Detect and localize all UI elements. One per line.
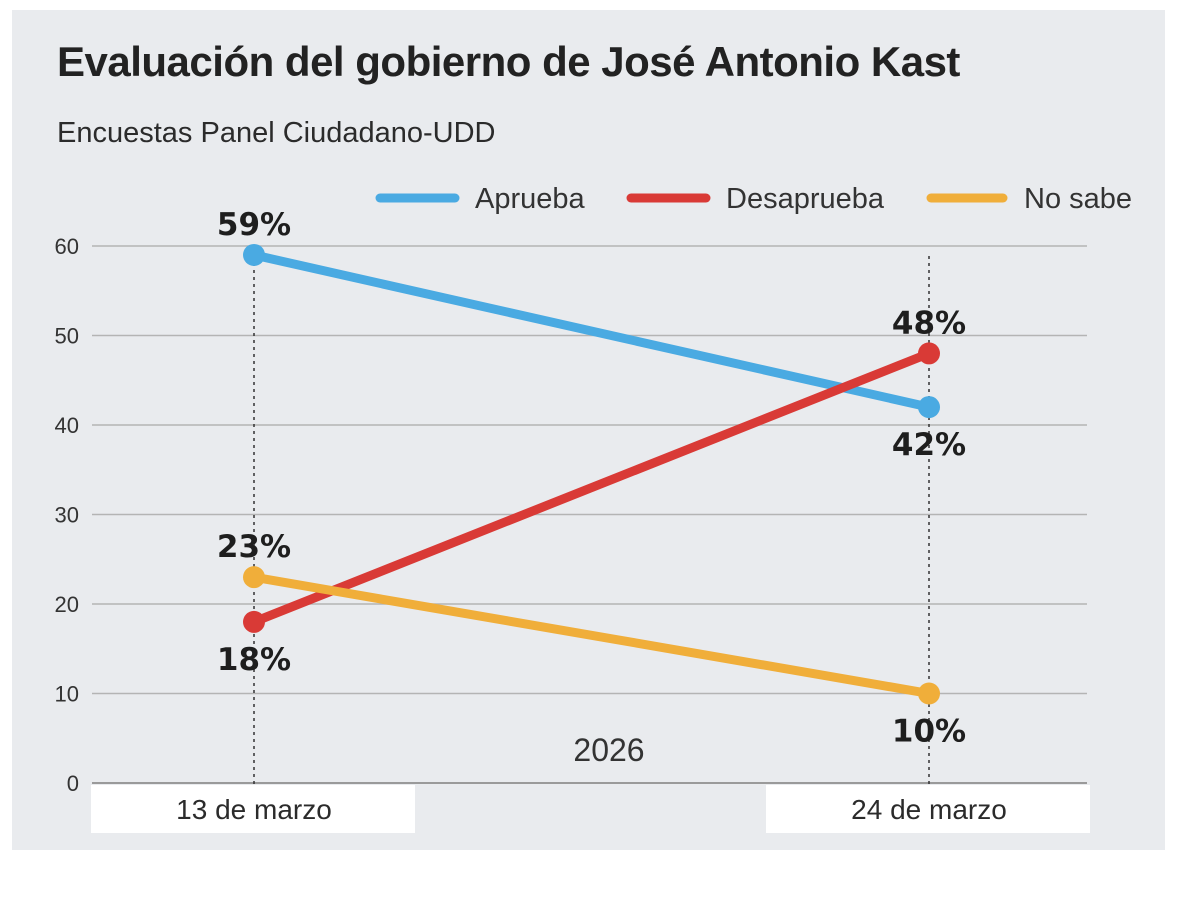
y-tick-label-50: 50 — [55, 324, 79, 349]
series-line-1 — [249, 250, 934, 412]
data-point-3-2 — [918, 682, 940, 705]
y-tick-label-0: 0 — [67, 771, 79, 796]
legend-label-2: Desaprueba — [726, 183, 885, 215]
y-tick-label-60: 60 — [55, 234, 79, 259]
chart-subtitle: Encuestas Panel Ciudadano-UDD — [57, 117, 496, 149]
x-tick-label-1: 13 de marzo — [176, 794, 332, 825]
y-tick-label-30: 30 — [55, 503, 79, 528]
x-category-box-2 — [766, 785, 1090, 833]
data-label-1-1: 59% — [217, 207, 291, 243]
x-tick-label-2: 24 de marzo — [851, 794, 1007, 825]
data-point-2-2 — [918, 342, 940, 365]
series-line-3 — [249, 572, 934, 698]
y-tick-label-10: 10 — [55, 682, 79, 707]
data-point-2-1 — [243, 610, 265, 633]
data-label-2-2: 48% — [892, 305, 966, 341]
series-line-2 — [249, 348, 934, 627]
data-point-3-1 — [243, 566, 265, 589]
y-tick-label-20: 20 — [55, 592, 79, 617]
x-category-box-1 — [91, 785, 415, 833]
legend-label-3: No sabe — [1024, 183, 1132, 215]
x-axis-label: 2026 — [573, 732, 644, 768]
data-point-1-1 — [243, 243, 265, 266]
chart-panel — [12, 10, 1165, 850]
data-label-1-2: 42% — [892, 427, 966, 463]
legend-label-1: Aprueba — [475, 183, 586, 215]
data-label-3-1: 23% — [217, 529, 291, 565]
data-label-3-2: 10% — [892, 714, 966, 750]
chart-title: Evaluación del gobierno de José Antonio … — [57, 38, 960, 85]
data-point-1-2 — [918, 396, 940, 419]
y-tick-label-40: 40 — [55, 413, 79, 438]
data-label-2-1: 18% — [217, 642, 291, 678]
